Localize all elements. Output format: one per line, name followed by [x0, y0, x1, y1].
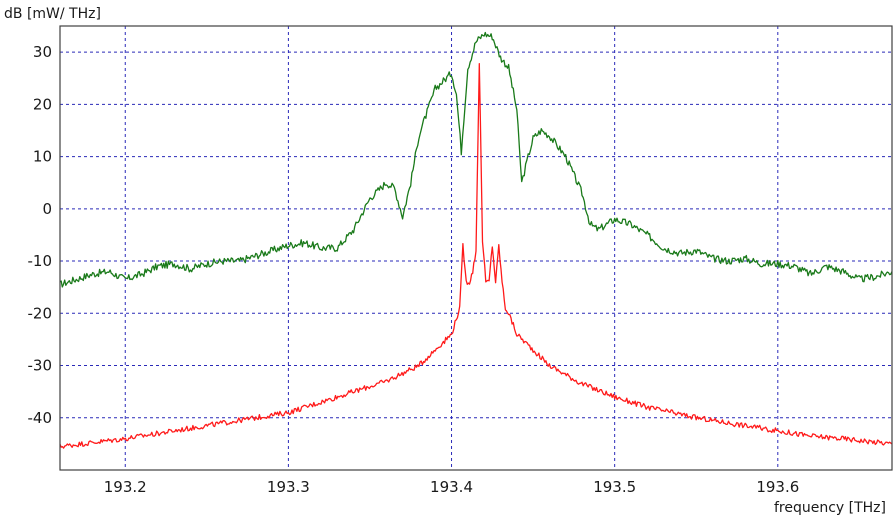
x-tick-labels: 193.2 193.3 193.4 193.5 193.6	[104, 478, 800, 496]
y-tick-label: -10	[28, 252, 53, 270]
series-line-green	[59, 31, 893, 288]
x-tick-label: 193.2	[104, 478, 147, 496]
x-tick-label: 193.6	[756, 478, 799, 496]
y-tick-label: -30	[28, 357, 53, 375]
y-tick-label: 20	[33, 95, 52, 113]
series-line-red	[59, 63, 893, 449]
y-tick-label: -40	[28, 409, 53, 427]
y-tick-labels: 30 20 10 0 -10 -20 -30 -40	[28, 43, 53, 427]
series-group	[59, 31, 893, 449]
y-tick-label: -20	[28, 304, 53, 322]
x-tick-label: 193.3	[267, 478, 310, 496]
grid-lines	[60, 26, 892, 470]
y-tick-label: 0	[42, 200, 52, 218]
y-tick-label: 10	[33, 148, 52, 166]
x-tick-label: 193.5	[593, 478, 636, 496]
y-tick-label: 30	[33, 43, 52, 61]
plot-border	[59, 25, 893, 471]
x-axis-label: frequency [THz]	[774, 500, 886, 516]
x-tick-label: 193.4	[430, 478, 473, 496]
y-axis-label: dB [mW/ THz]	[4, 6, 101, 22]
